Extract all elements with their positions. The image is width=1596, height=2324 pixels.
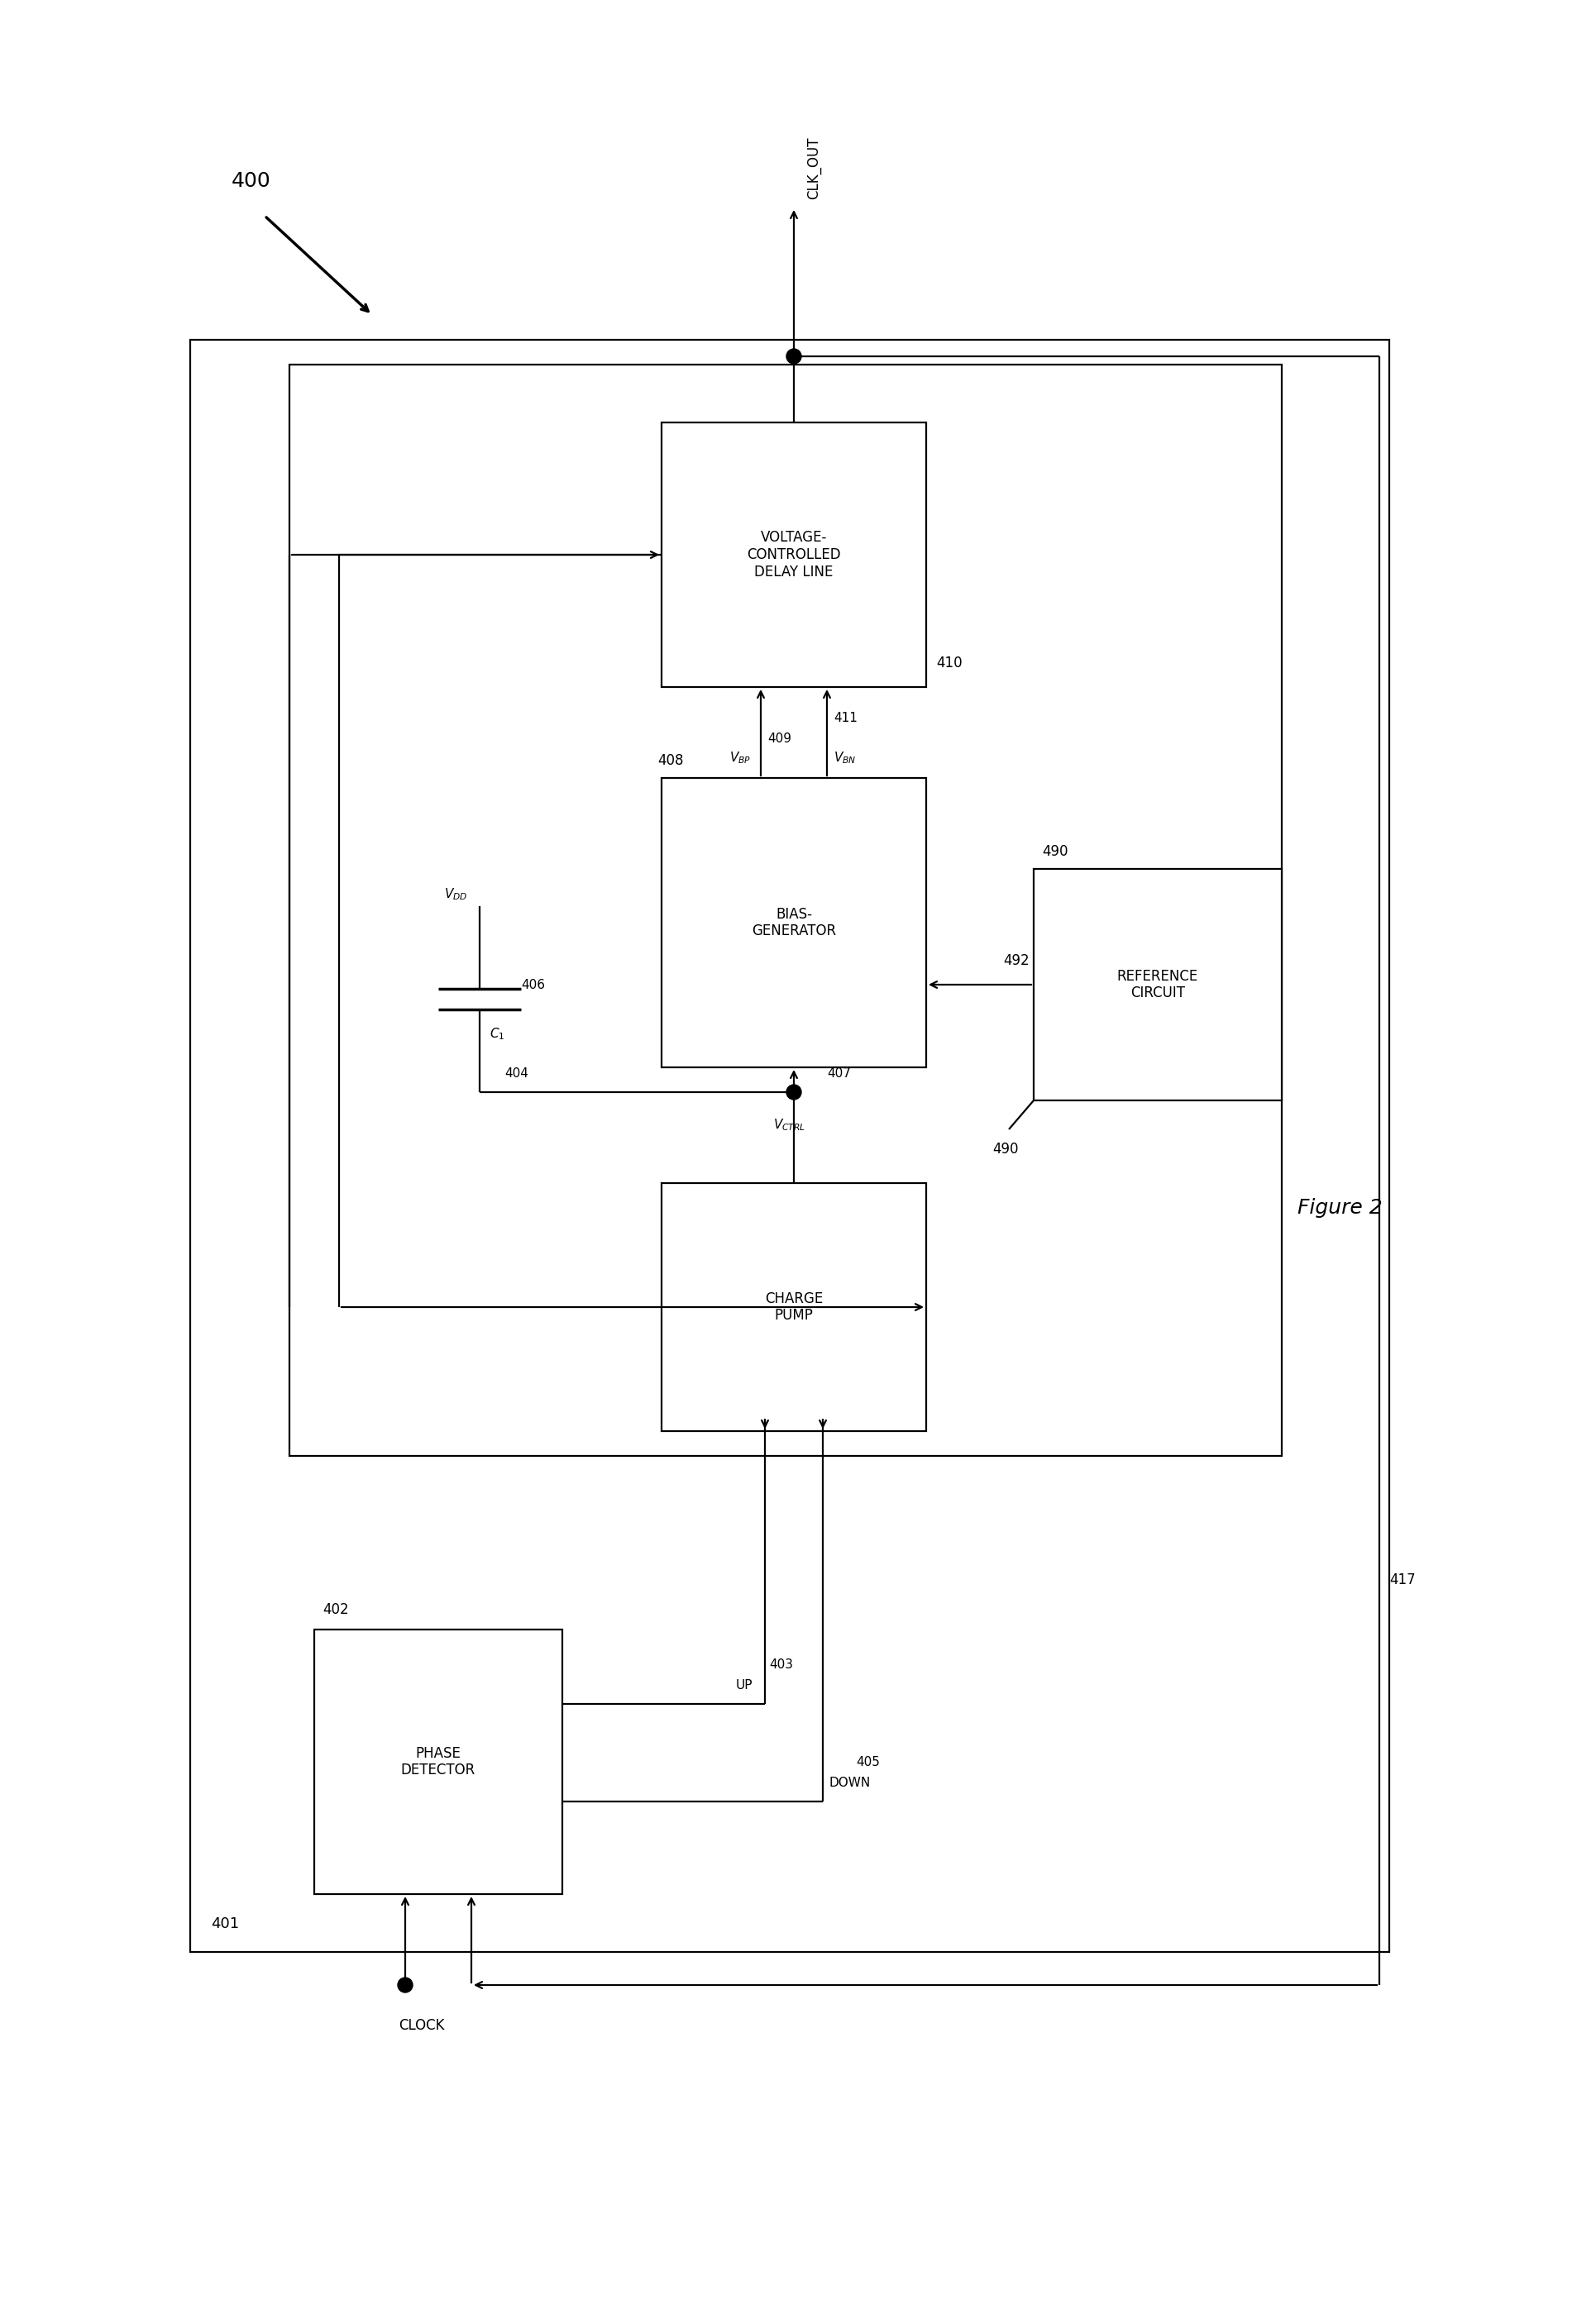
Text: CLOCK: CLOCK [399, 2017, 444, 2033]
Circle shape [785, 349, 801, 365]
Bar [314, 1629, 562, 1894]
Text: CLK_OUT: CLK_OUT [806, 137, 820, 200]
Text: $V_{BP}$: $V_{BP}$ [729, 751, 750, 765]
Text: $V_{DD}$: $V_{DD}$ [444, 885, 468, 902]
Text: 406: 406 [520, 978, 544, 990]
Text: $V_{CTRL}$: $V_{CTRL}$ [772, 1118, 806, 1132]
Text: 403: 403 [769, 1657, 793, 1671]
Bar [661, 423, 926, 688]
Text: Figure 2: Figure 2 [1296, 1197, 1382, 1218]
Text: 401: 401 [211, 1917, 239, 1931]
Text: 400: 400 [231, 172, 271, 191]
Text: VOLTAGE-
CONTROLLED
DELAY LINE: VOLTAGE- CONTROLLED DELAY LINE [747, 530, 841, 579]
Text: 407: 407 [827, 1067, 851, 1081]
Text: DOWN: DOWN [828, 1776, 870, 1789]
Text: 417: 417 [1389, 1573, 1414, 1587]
Text: BIAS-
GENERATOR: BIAS- GENERATOR [752, 906, 836, 939]
Text: PHASE
DETECTOR: PHASE DETECTOR [401, 1745, 476, 1778]
Text: $V_{BN}$: $V_{BN}$ [833, 751, 855, 765]
Text: 490: 490 [1042, 844, 1068, 860]
Text: 404: 404 [504, 1067, 528, 1081]
Text: REFERENCE
CIRCUIT: REFERENCE CIRCUIT [1117, 969, 1197, 1002]
Text: 490: 490 [991, 1141, 1018, 1157]
Text: 405: 405 [855, 1757, 879, 1769]
Bar [661, 779, 926, 1067]
Bar [661, 1183, 926, 1432]
Text: UP: UP [736, 1678, 752, 1692]
Text: 411: 411 [833, 711, 857, 725]
Text: 408: 408 [658, 753, 683, 767]
Text: 409: 409 [768, 732, 792, 746]
Text: 410: 410 [935, 655, 962, 672]
Bar [190, 339, 1389, 1952]
Text: 492: 492 [1002, 953, 1029, 969]
Circle shape [785, 1085, 801, 1099]
Bar [289, 365, 1282, 1455]
Text: CHARGE
PUMP: CHARGE PUMP [764, 1292, 822, 1322]
Bar [1033, 869, 1282, 1099]
Circle shape [397, 1978, 412, 1992]
Text: 402: 402 [322, 1601, 348, 1618]
Text: $C_1$: $C_1$ [490, 1025, 504, 1041]
